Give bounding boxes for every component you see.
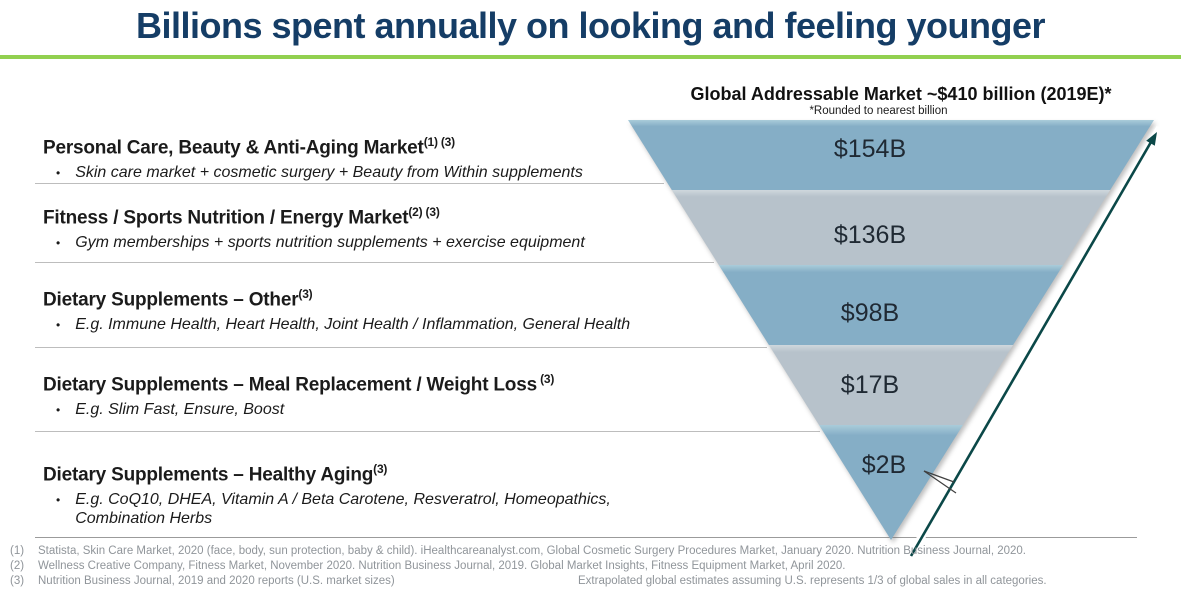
trend-arrow-shaft (909, 141, 1153, 557)
footnote-text: Nutrition Business Journal, 2019 and 202… (38, 575, 395, 587)
footnote-ref: (2) (3) (408, 205, 440, 219)
category-title: Dietary Supplements – Other(3) (43, 287, 313, 311)
page-title: Billions spent annually on looking and f… (135, 5, 1046, 46)
segment-value-5: $2B (861, 451, 907, 479)
footnote-ref: (3) (298, 287, 313, 301)
title-divider (0, 55, 1181, 59)
category-detail: • Gym memberships + sports nutrition supp… (56, 234, 585, 252)
trend-arrow-head (1146, 132, 1157, 146)
category-detail: • E.g. Immune Health, Heart Health, Joint… (56, 316, 631, 334)
bullet-icon: • (56, 403, 61, 418)
footnote-ref: (3) (536, 372, 555, 386)
funnel-segment-2 (671, 190, 1111, 265)
funnel-segment-4 (768, 345, 1014, 425)
footnote-ref: (3) (373, 462, 388, 476)
segment-value-1: $154B (833, 135, 907, 163)
footnote-text: Wellness Creative Company, Fitness Marke… (38, 560, 846, 572)
category-detail: • Skin care market + cosmetic surgery + B… (56, 164, 583, 182)
category-detail: • E.g. Slim Fast, Ensure, Boost (56, 401, 285, 419)
segment-value-4: $17B (840, 371, 900, 399)
footnote-extra-text: Extrapolated global estimates assuming U… (578, 575, 1047, 587)
category-detail: • E.g. CoQ10, DHEA, Vitamin A / Beta Caro… (56, 491, 611, 528)
category-section-4: Dietary Supplements – Meal Replacement /… (43, 368, 703, 420)
funnel-heading: Global Addressable Market ~$410 billion … (690, 84, 1112, 104)
funnel-segment-1 (628, 120, 1154, 190)
bullet-icon: • (56, 236, 61, 251)
category-title: Fitness / Sports Nutrition / Energy Mark… (43, 205, 440, 229)
funnel-segment-5 (819, 425, 963, 540)
callout-arrow (923, 470, 957, 494)
category-section-5: Dietary Supplements – Healthy Aging(3) •… (43, 458, 703, 528)
funnel-segments (628, 120, 1154, 540)
footnote-number: (2) (10, 560, 25, 572)
category-section-2: Fitness / Sports Nutrition / Energy Mark… (43, 201, 703, 253)
segment-value-3: $98B (840, 299, 900, 327)
segment-value-2: $136B (833, 221, 907, 249)
category-title: Dietary Supplements – Healthy Aging(3) (43, 462, 388, 486)
footnote-ref: (1) (3) (423, 135, 455, 149)
category-title: Personal Care, Beauty & Anti-Aging Marke… (43, 135, 455, 159)
bullet-icon: • (56, 493, 61, 508)
category-section-3: Dietary Supplements – Other(3) • E.g. Imm… (43, 283, 703, 335)
funnel-footnote-marker: *Rounded to nearest billion (809, 105, 948, 117)
bullet-icon: • (56, 166, 61, 181)
category-section-1: Personal Care, Beauty & Anti-Aging Marke… (43, 131, 703, 183)
footnote-number: (1) (10, 545, 25, 557)
footnote-number: (3) (10, 575, 25, 587)
footnote-text: Statista, Skin Care Market, 2020 (face, … (38, 545, 1026, 557)
funnel-segment-3 (718, 265, 1064, 345)
bullet-icon: • (56, 318, 61, 333)
category-title: Dietary Supplements – Meal Replacement /… (43, 372, 555, 396)
